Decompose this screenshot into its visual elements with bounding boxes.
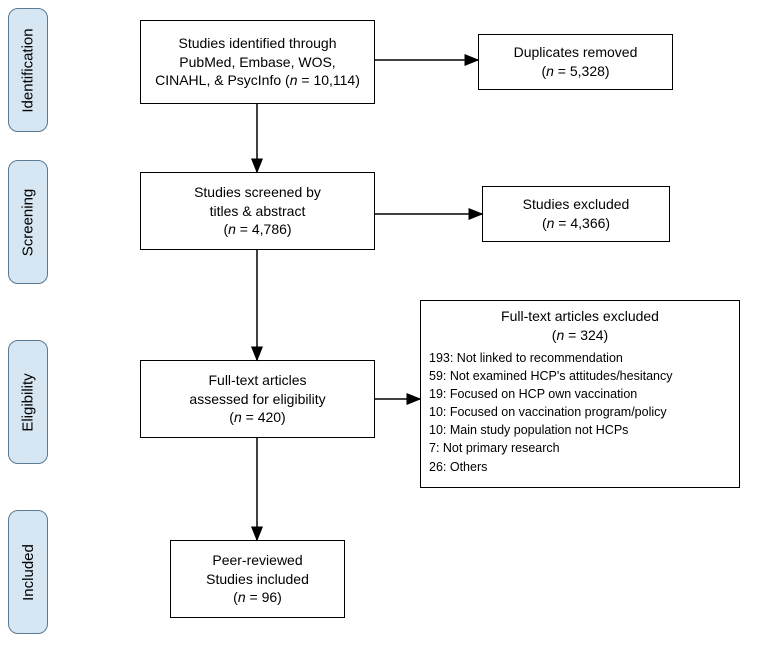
included-line1: Peer-reviewed (212, 551, 302, 570)
box-included: Peer-reviewed Studies included (n = 96) (170, 540, 345, 618)
exclusion-reason: 19: Focused on HCP own vaccination (429, 385, 672, 403)
excluded-line1: Studies excluded (523, 195, 630, 214)
stage-identification: Identification (8, 8, 48, 132)
fulltext-line1: Full-text articles (208, 371, 306, 390)
exclusion-reason: 59: Not examined HCP's attitudes/hesitan… (429, 367, 672, 385)
duplicates-line1: Duplicates removed (514, 43, 638, 62)
exclusion-reason: 10: Focused on vaccination program/polic… (429, 403, 672, 421)
stage-identification-text: Identification (20, 28, 37, 112)
stage-included-text: Included (20, 544, 37, 601)
stage-screening-text: Screening (20, 188, 37, 256)
identified-line1: Studies identified through (179, 34, 337, 53)
box-fulltext-excluded: Full-text articles excluded (n = 324) 19… (420, 300, 740, 488)
box-excluded-screening: Studies excluded (n = 4,366) (482, 186, 670, 242)
box-fulltext: Full-text articles assessed for eligibil… (140, 360, 375, 438)
stage-eligibility: Eligibility (8, 340, 48, 464)
exclusion-reason: 10: Main study population not HCPs (429, 421, 672, 439)
fulltext-n: (n = 420) (229, 408, 285, 427)
identified-line2: PubMed, Embase, WOS, (179, 53, 335, 72)
identified-line3: CINAHL, & PsycInfo (n = 10,114) (155, 71, 360, 90)
screened-line1: Studies screened by (194, 183, 321, 202)
box-identified: Studies identified through PubMed, Embas… (140, 20, 375, 104)
fulltext-line2: assessed for eligibility (189, 390, 325, 409)
stage-screening: Screening (8, 160, 48, 284)
box-duplicates: Duplicates removed (n = 5,328) (478, 34, 673, 90)
ft-excl-n: (n = 324) (429, 326, 731, 345)
exclusion-reason: 26: Others (429, 458, 672, 476)
exclusion-reason: 193: Not linked to recommendation (429, 349, 672, 367)
screened-line2: titles & abstract (210, 202, 306, 221)
ft-excl-title: Full-text articles excluded (429, 307, 731, 326)
stage-included: Included (8, 510, 48, 634)
box-screened: Studies screened by titles & abstract (n… (140, 172, 375, 250)
prisma-flowchart: Identification Screening Eligibility Inc… (0, 0, 766, 659)
included-line2: Studies included (206, 570, 309, 589)
ft-excl-reasons: 193: Not linked to recommendation59: Not… (429, 349, 672, 476)
stage-eligibility-text: Eligibility (20, 373, 37, 431)
duplicates-n: (n = 5,328) (541, 62, 609, 81)
excluded-n: (n = 4,366) (542, 214, 610, 233)
screened-n: (n = 4,786) (223, 220, 291, 239)
exclusion-reason: 7: Not primary research (429, 439, 672, 457)
included-n: (n = 96) (233, 588, 282, 607)
